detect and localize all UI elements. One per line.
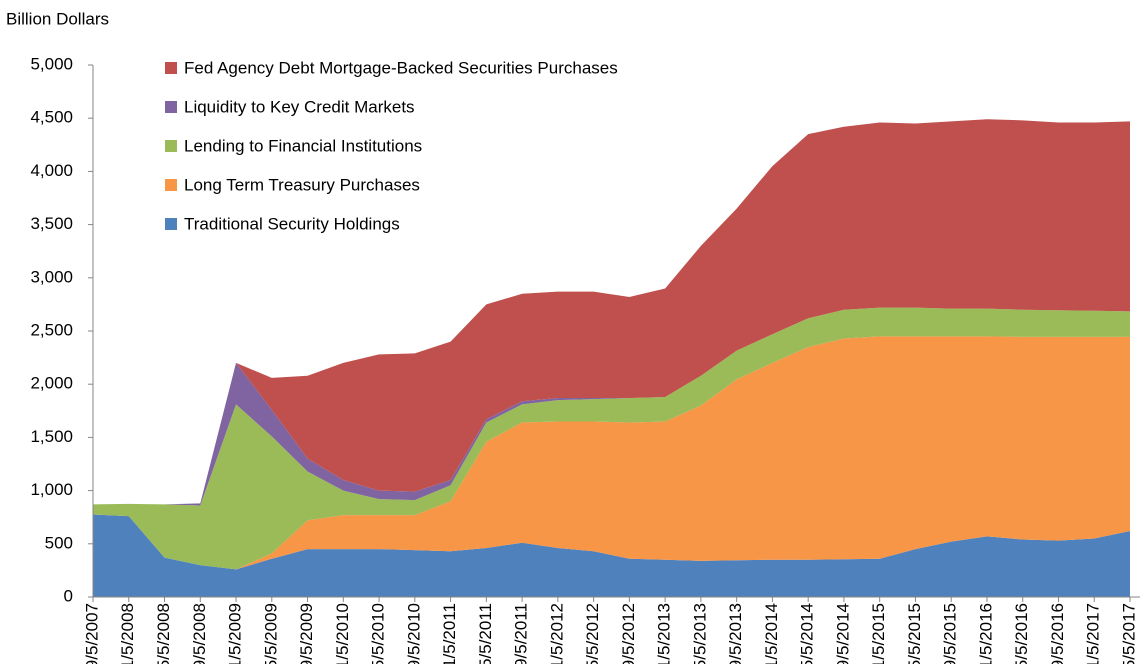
x-tick-label: 9/5/2014	[833, 603, 852, 664]
x-tick-label: 1/5/2015	[869, 603, 888, 664]
y-tick-label: 3,000	[30, 267, 73, 286]
x-tick-label: 1/5/2014	[762, 603, 781, 664]
x-tick-label: 9/5/2013	[726, 603, 745, 664]
x-tick-label: 5/5/2017	[1119, 603, 1138, 664]
x-tick-label: 1/5/2009	[226, 603, 245, 664]
legend-swatch	[165, 62, 177, 74]
x-tick-label: 1/5/2016	[976, 603, 995, 664]
legend-swatch	[165, 101, 177, 113]
legend-label: Fed Agency Debt Mortgage-Backed Securiti…	[184, 58, 618, 77]
x-tick-label: 5/5/2011	[476, 603, 495, 664]
x-tick-label: 9/5/2016	[1048, 603, 1067, 664]
x-tick-label: 5/5/2009	[261, 603, 280, 664]
y-tick-label: 3,500	[30, 214, 73, 233]
x-tick-label: 9/5/2008	[190, 603, 209, 664]
x-tick-label: 5/5/2010	[369, 603, 388, 664]
y-tick-label: 1,000	[30, 480, 73, 499]
x-tick-label: 1/5/2011	[440, 603, 459, 664]
x-tick-label: 1/5/2012	[547, 603, 566, 664]
y-tick-label: 500	[45, 533, 73, 552]
legend-swatch	[165, 179, 177, 191]
x-tick-label: 5/5/2008	[154, 603, 173, 664]
y-tick-label: 4,000	[30, 161, 73, 180]
x-tick-label: 5/5/2015	[905, 603, 924, 664]
x-tick-label: 9/5/2015	[941, 603, 960, 664]
area	[93, 336, 1130, 570]
x-tick-label: 1/5/2008	[118, 603, 137, 664]
legend-label: Traditional Security Holdings	[184, 214, 400, 233]
y-tick-label: 0	[64, 586, 73, 605]
x-tick-label: 5/5/2016	[1012, 603, 1031, 664]
x-tick-label: 1/5/2010	[333, 603, 352, 664]
x-tick-label: 5/5/2014	[798, 603, 817, 664]
x-tick-label: 5/5/2013	[690, 603, 709, 664]
legend-label: Long Term Treasury Purchases	[184, 175, 420, 194]
y-tick-label: 2,500	[30, 320, 73, 339]
y-axis-label: Billion Dollars	[6, 9, 109, 28]
area	[93, 307, 1130, 570]
x-tick-label: 9/5/2007	[82, 603, 101, 664]
x-tick-label: 9/5/2010	[404, 603, 423, 664]
x-tick-label: 9/5/2009	[297, 603, 316, 664]
legend-label: Lending to Financial Institutions	[184, 136, 422, 155]
x-tick-label: 1/5/2013	[655, 603, 674, 664]
area	[93, 514, 1130, 597]
legend-swatch	[165, 140, 177, 152]
x-tick-label: 5/5/2012	[583, 603, 602, 664]
y-tick-label: 1,500	[30, 427, 73, 446]
x-tick-label: 9/5/2012	[619, 603, 638, 664]
x-tick-label: 9/5/2011	[512, 603, 531, 664]
y-tick-label: 2,000	[30, 374, 73, 393]
legend-label: Liquidity to Key Credit Markets	[184, 97, 415, 116]
x-tick-label: 1/5/2017	[1084, 603, 1103, 664]
legend-swatch	[165, 218, 177, 230]
y-tick-label: 4,500	[30, 108, 73, 127]
area	[93, 119, 1130, 505]
y-tick-label: 5,000	[30, 54, 73, 73]
